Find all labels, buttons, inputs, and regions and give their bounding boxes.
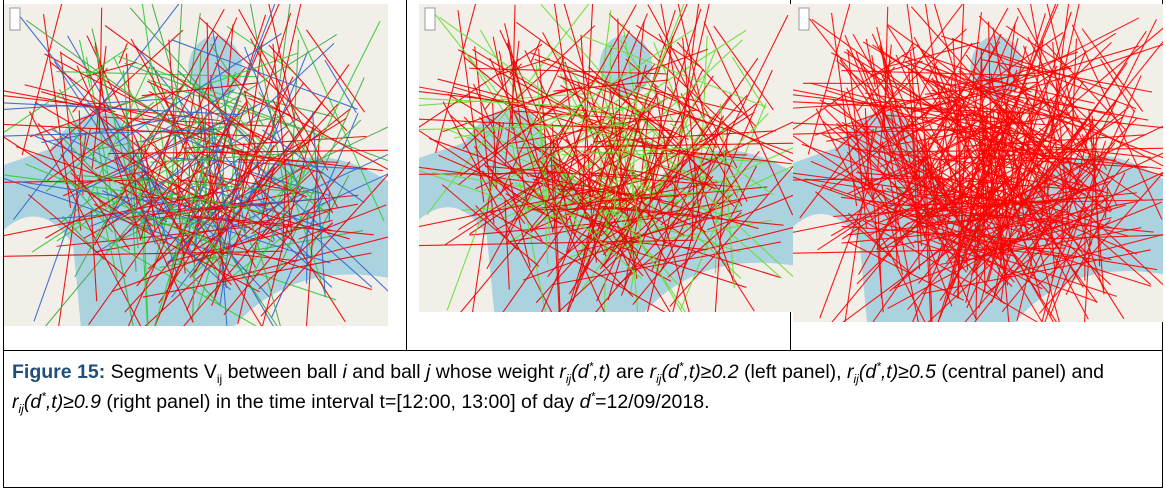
- figure-label: Figure 15:: [12, 361, 105, 383]
- caption-text: (central panel) and: [936, 361, 1104, 383]
- map: [793, 4, 1163, 322]
- caption-text: (left panel),: [739, 361, 847, 383]
- caption-text: and ball: [347, 361, 426, 383]
- caption-text: are: [611, 361, 650, 383]
- central-panel: [407, 0, 791, 350]
- caption-text: (d: [859, 361, 876, 383]
- map: [419, 4, 795, 312]
- caption-text: Segments V: [111, 361, 217, 383]
- figure: Figure 15: Segments Vij between ball i a…: [3, 0, 1163, 488]
- segment: [307, 210, 308, 283]
- caption-text: between ball: [222, 361, 342, 383]
- caption-text: whose weight: [430, 361, 559, 383]
- caption-text: ,t)≥0.9: [46, 391, 101, 413]
- zoom-control: [10, 8, 20, 30]
- caption-text: =12/09/2018.: [595, 391, 709, 413]
- left-panel: [4, 0, 407, 350]
- caption-text: (right panel) in the time interval t=[12…: [101, 391, 580, 413]
- caption-text: (d: [24, 391, 41, 413]
- right-panel: [791, 0, 1162, 350]
- zoom-control: [425, 8, 435, 30]
- segment: [715, 199, 716, 273]
- caption: Figure 15: Segments Vij between ball i a…: [4, 350, 1162, 423]
- caption-text: ,t)≥0.2: [683, 361, 738, 383]
- zoom-control: [799, 8, 809, 30]
- caption-text: ,t): [593, 361, 610, 383]
- caption-text: (d: [661, 361, 678, 383]
- caption-text: ,t)≥0.5: [881, 361, 936, 383]
- map: [4, 4, 388, 326]
- caption-text: d: [580, 391, 591, 413]
- caption-text: (d: [571, 361, 588, 383]
